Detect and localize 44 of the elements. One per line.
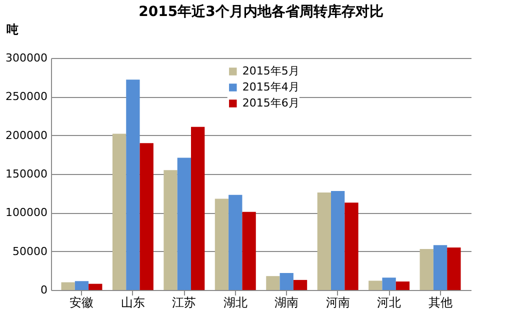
x-tick-label: 安徽 xyxy=(70,296,94,310)
bar xyxy=(177,158,191,290)
y-tick-label: 250000 xyxy=(6,90,48,104)
y-tick-label: 50000 xyxy=(12,244,48,258)
x-tick-label: 江苏 xyxy=(172,296,196,310)
bar xyxy=(396,281,410,290)
y-axis-title: 吨 xyxy=(6,22,18,36)
x-tick-label: 其他 xyxy=(428,296,452,310)
y-tick-label: 0 xyxy=(40,284,48,296)
bar xyxy=(382,278,396,290)
bar xyxy=(420,249,434,290)
bar xyxy=(433,245,448,290)
y-tick-label: 150000 xyxy=(6,168,48,180)
x-tick-label: 山东 xyxy=(120,296,145,310)
bar xyxy=(242,212,256,290)
bar xyxy=(280,272,294,290)
bar xyxy=(126,80,140,290)
bar xyxy=(368,280,382,290)
y-tick-label: 100000 xyxy=(6,206,48,220)
bar xyxy=(61,282,75,290)
bar xyxy=(191,126,205,290)
bar xyxy=(293,280,308,290)
bar xyxy=(447,247,461,290)
bar xyxy=(88,284,102,290)
bar xyxy=(228,194,242,290)
chart-title: 2015年近3个月内地各省周转库存对比 xyxy=(138,3,384,20)
bar xyxy=(344,202,358,290)
bar xyxy=(317,192,331,290)
x-tick-label: 湖南 xyxy=(274,296,299,310)
bar xyxy=(140,143,154,290)
y-tick-label: 300000 xyxy=(6,52,48,64)
legend-label: 2015年5月 xyxy=(242,64,300,78)
bar xyxy=(266,276,280,290)
legend-label: 2015年6月 xyxy=(242,96,300,110)
x-tick-label: 湖北 xyxy=(223,296,248,310)
x-tick-label: 河北 xyxy=(377,296,402,310)
x-tick-label: 河南 xyxy=(326,296,350,310)
bar xyxy=(331,191,345,290)
bar xyxy=(74,281,89,290)
y-tick-label: 200000 xyxy=(6,128,48,142)
bar xyxy=(214,198,229,290)
bar xyxy=(112,134,126,290)
legend-label: 2015年4月 xyxy=(242,80,300,94)
bar xyxy=(164,170,178,290)
